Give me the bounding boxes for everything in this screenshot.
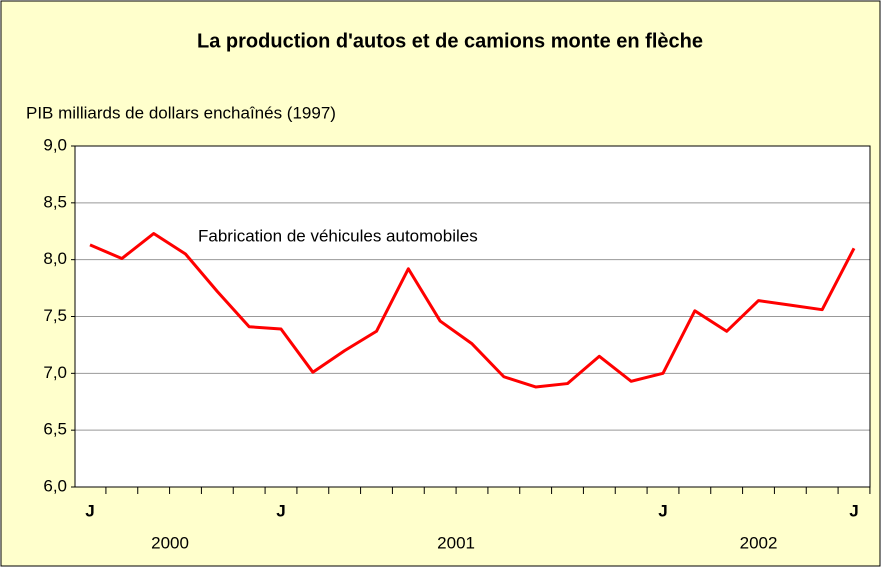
y-tick-label: 7,0 <box>43 363 67 382</box>
y-tick-label: 6,0 <box>43 476 67 495</box>
x-tick-label: J <box>276 501 285 520</box>
x-tick-label: J <box>658 501 667 520</box>
plot-border <box>74 145 871 488</box>
data-line <box>89 232 856 389</box>
y-tick-label: 8,0 <box>43 249 67 268</box>
year-label: 2002 <box>740 533 778 552</box>
y-tick-label: 7,5 <box>43 306 67 325</box>
x-tick-label: J <box>85 501 94 520</box>
x-tick-label: J <box>849 501 858 520</box>
y-tick-label: 9,0 <box>43 135 67 154</box>
year-label: 2001 <box>437 533 475 552</box>
chart-title: La production d'autos et de camions mont… <box>197 30 703 52</box>
y-tick-label: 6,5 <box>43 420 67 439</box>
y-tick-label: 8,5 <box>43 192 67 211</box>
year-label: 2000 <box>151 533 189 552</box>
annotation: Fabrication de véhicules automobiles <box>198 226 478 245</box>
y-axis-label: PIB milliards de dollars enchaînés (1997… <box>26 103 336 122</box>
